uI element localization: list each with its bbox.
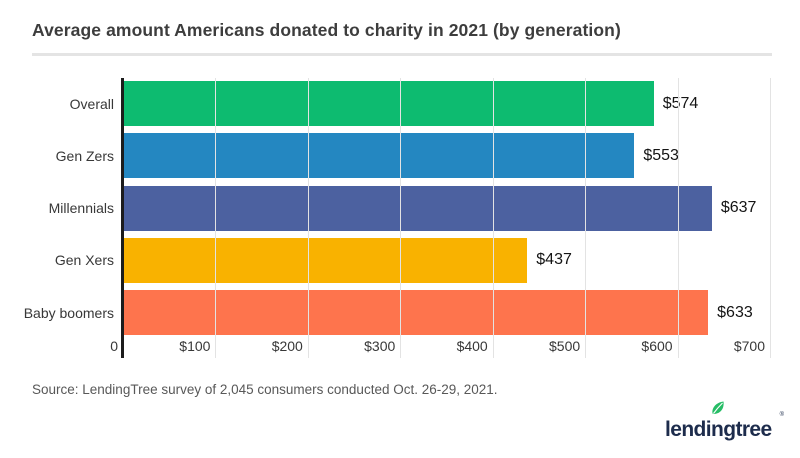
- gridline-100: [215, 78, 217, 358]
- leaf-icon: [712, 401, 724, 414]
- bar-row: Baby boomers $633: [24, 290, 770, 335]
- logo-wordmark: lendingtree: [665, 418, 772, 441]
- bar-overall: [124, 81, 654, 126]
- x-tick-label: $600: [641, 338, 673, 354]
- bar-gen-xers: [124, 237, 528, 283]
- gridline-400: [492, 78, 494, 358]
- title-divider: [32, 53, 772, 56]
- x-tick-label: $700: [733, 338, 765, 354]
- category-label: Baby boomers: [23, 304, 114, 321]
- bar-baby-boomers: [124, 290, 709, 335]
- bars-container: Overall $574 Gen Zers $553 Millennials $637 Ge…: [24, 81, 770, 335]
- registered-mark: ®: [779, 412, 784, 418]
- x-tick-label: 0: [110, 338, 118, 354]
- gridline-600: [677, 78, 679, 358]
- bar-row: Overall $574: [70, 81, 770, 126]
- y-axis-line: [121, 78, 124, 358]
- x-tick-label: $500: [549, 338, 581, 354]
- bar-row: Gen Zers $553: [56, 133, 770, 179]
- x-tick-label: $300: [364, 338, 396, 354]
- bar-chart: Overall $574 Gen Zers $553 Millennials $637 Ge…: [24, 78, 771, 358]
- category-label: Overall: [69, 95, 114, 112]
- gridline-300: [400, 78, 402, 358]
- value-label: $553: [643, 146, 679, 164]
- category-label: Millennials: [48, 200, 114, 216]
- value-label: $574: [662, 94, 699, 112]
- bar-millennials: [124, 185, 712, 231]
- x-tick-label: $100: [179, 338, 211, 354]
- value-label: $437: [536, 251, 572, 269]
- bar-row: Millennials $637: [49, 185, 770, 231]
- bar-gen-zers: [124, 133, 635, 179]
- value-label: $637: [720, 199, 757, 216]
- chart-title: Average amount Americans donated to char…: [32, 20, 621, 40]
- source-note: Source: LendingTree survey of 2,045 cons…: [32, 382, 498, 397]
- gridline-200: [307, 78, 309, 358]
- bar-row: Gen Xers $437: [55, 237, 770, 283]
- x-tick-label: $400: [456, 338, 488, 354]
- gridline-500: [585, 78, 587, 358]
- category-label: Gen Xers: [54, 252, 114, 269]
- value-label: $633: [717, 303, 753, 321]
- gridline-700: [770, 78, 771, 358]
- category-label: Gen Zers: [55, 147, 114, 164]
- lendingtree-logo: lendingtree ®: [665, 400, 784, 448]
- x-tick-label: $200: [271, 338, 303, 354]
